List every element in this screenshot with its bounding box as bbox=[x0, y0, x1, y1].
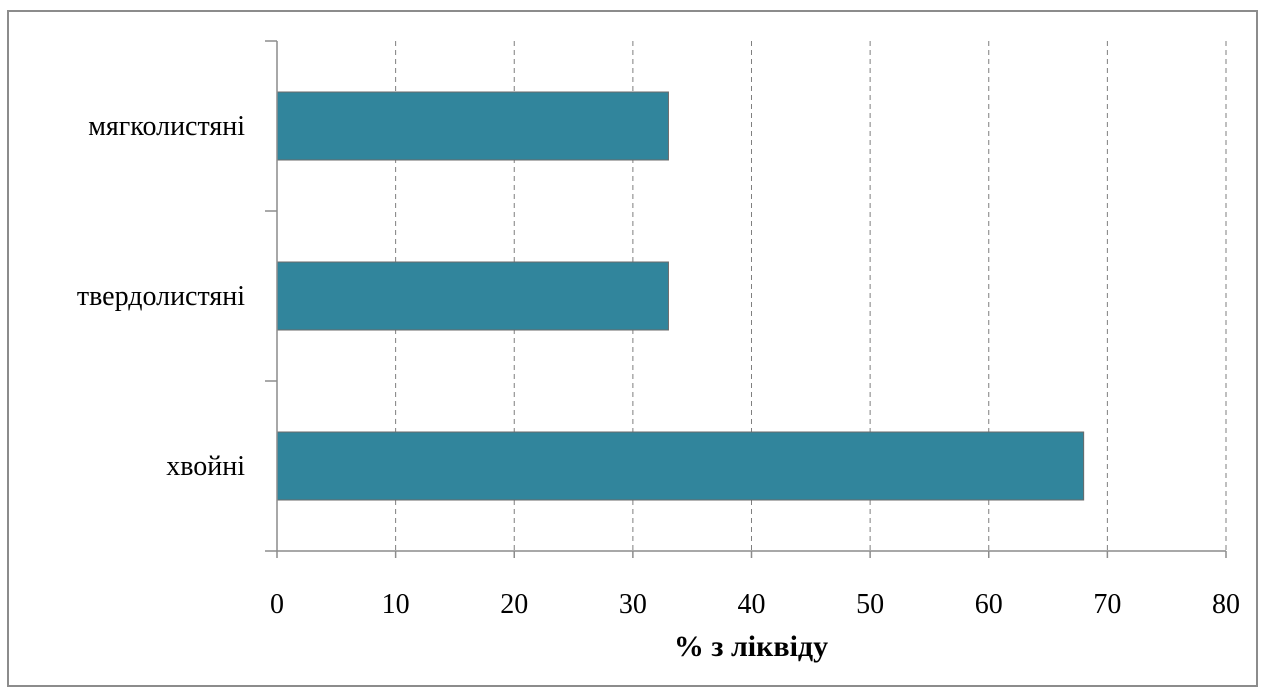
category-label: твердолистяні bbox=[77, 281, 245, 312]
bars bbox=[276, 91, 1085, 501]
category-label: мягколистяні bbox=[88, 111, 245, 142]
x-tick-labels: 0 10 20 30 40 50 60 70 80 bbox=[270, 589, 1240, 620]
category-labels: хвойні твердолистяні мягколистяні bbox=[77, 111, 245, 482]
x-tick-label: 70 bbox=[1093, 589, 1121, 620]
x-tick-label: 10 bbox=[382, 589, 410, 620]
category-label: хвойні bbox=[166, 451, 245, 482]
x-tick-label: 30 bbox=[619, 589, 647, 620]
x-tick-label: 40 bbox=[738, 589, 766, 620]
x-axis-title: % з ліквіду bbox=[674, 630, 828, 663]
bar bbox=[276, 261, 669, 331]
x-tick-label: 20 bbox=[500, 589, 528, 620]
bar bbox=[276, 91, 669, 161]
x-tick-label: 80 bbox=[1212, 589, 1240, 620]
x-tick-label: 50 bbox=[856, 589, 884, 620]
x-tick-label: 0 bbox=[270, 589, 284, 620]
bar bbox=[276, 431, 1085, 501]
axes bbox=[265, 40, 1227, 558]
x-tick-label: 60 bbox=[975, 589, 1003, 620]
